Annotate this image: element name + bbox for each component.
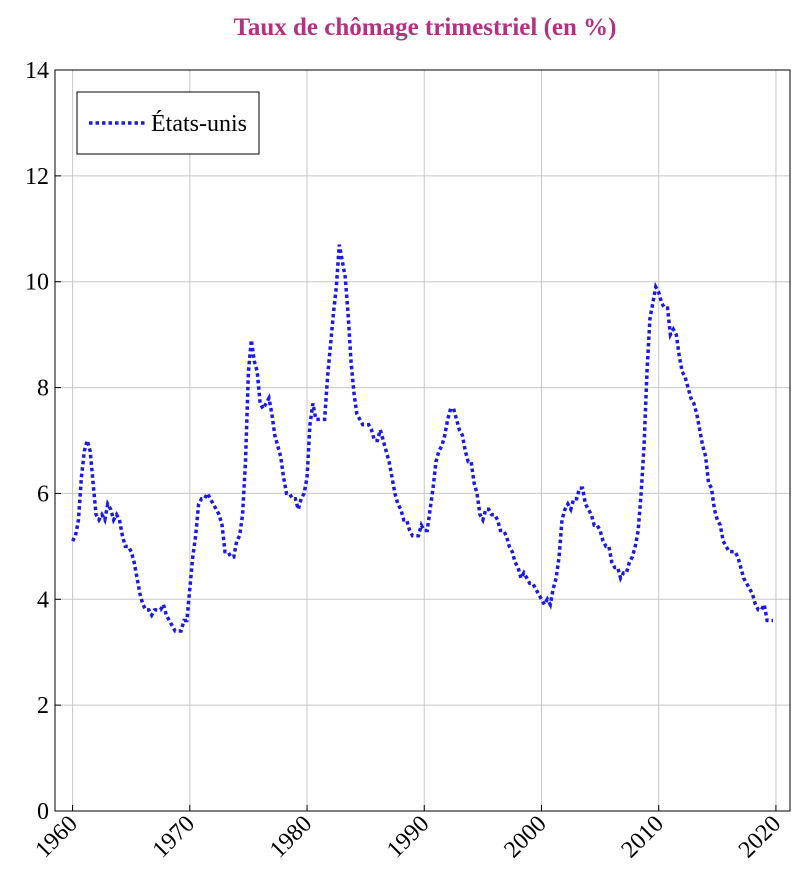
y-tick-label: 10	[25, 270, 49, 296]
x-tick-label: 2010	[617, 811, 669, 863]
legend: États-unis	[76, 91, 260, 155]
y-tick-label: 14	[25, 58, 49, 84]
y-tick-label: 0	[37, 799, 49, 825]
x-tick-label: 1970	[148, 811, 200, 863]
chart-title: Taux de chômage trimestriel (en %)	[233, 14, 616, 41]
x-tick-label: 1980	[265, 811, 317, 863]
y-tick-label: 4	[37, 587, 49, 613]
x-tick-label: 1990	[382, 811, 434, 863]
y-tick-label: 2	[37, 693, 49, 719]
x-tick-label: 2020	[734, 811, 786, 863]
y-tick-label: 6	[37, 481, 49, 507]
legend-label: États-unis	[151, 111, 247, 137]
y-tick-label: 12	[25, 164, 49, 190]
plot-frame	[54, 69, 791, 812]
y-tick-label: 8	[37, 376, 49, 402]
x-tick-label: 2000	[499, 811, 551, 863]
data-line	[71, 244, 773, 633]
legend-box	[76, 91, 260, 155]
